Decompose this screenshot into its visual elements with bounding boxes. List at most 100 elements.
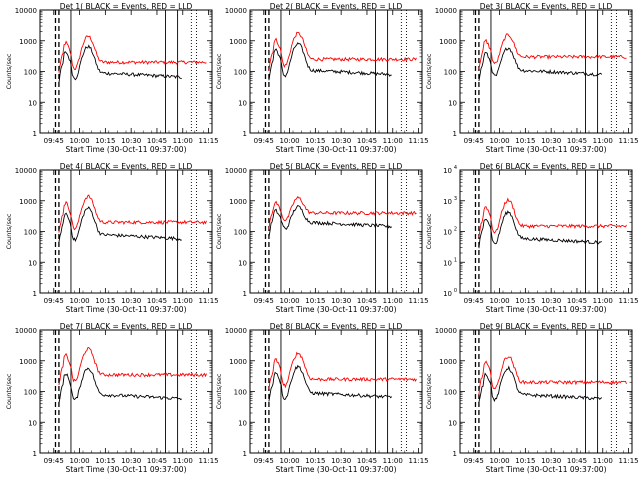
panel-title: Det 8( BLACK = Events, RED = LLD xyxy=(270,322,403,331)
panel-title: Det 6( BLACK = Events, RED = LLD xyxy=(480,162,613,171)
series-lld-line xyxy=(268,195,417,230)
series-events-line xyxy=(268,204,393,238)
y-axis-label: Counts/sec xyxy=(5,53,13,89)
y-axis-label: Counts/sec xyxy=(5,213,13,249)
plot-frame xyxy=(39,9,213,134)
x-tick-label: 10:45 xyxy=(567,457,587,465)
y-tick-label: 1 xyxy=(243,290,247,298)
y-tick-label: 10000 xyxy=(15,327,37,335)
y-tick-label: 10000 xyxy=(225,167,247,175)
plot-frame xyxy=(39,169,213,294)
y-tick-label: 10 xyxy=(448,419,457,427)
series-events-line xyxy=(268,42,392,81)
y-tick-label: 100 xyxy=(24,229,37,237)
x-tick-label: 10:15 xyxy=(95,297,115,305)
y-tick-label: 10000 xyxy=(15,167,37,175)
x-tick-label: 10:00 xyxy=(69,137,89,145)
series-lld-line xyxy=(58,194,207,233)
y-tick-label: 100 xyxy=(24,69,37,77)
x-tick-label: 11:15 xyxy=(618,457,638,465)
y-tick-label: 100 xyxy=(444,69,457,77)
y-axis-label: Counts/sec xyxy=(215,213,223,249)
x-axis-label: Start Time (30-Oct-11 09:37:00) xyxy=(275,305,396,314)
series-lld-line xyxy=(58,35,207,73)
y-tick-label: 1000 xyxy=(439,358,457,366)
x-tick-label: 10:45 xyxy=(567,297,587,305)
x-tick-label: 10:00 xyxy=(279,457,299,465)
panel-det-7: 1 10 100 1000 10000 09:45 10:00 10:15 10:30 10:45… xyxy=(5,322,219,474)
y-tick-label: 100 xyxy=(234,229,247,237)
x-tick-label: 10:45 xyxy=(357,137,377,145)
x-tick-label: 10:45 xyxy=(147,297,167,305)
y-tick-label: 1000 xyxy=(439,38,457,46)
plot-frame xyxy=(459,329,633,454)
y-axis-label: Counts/sec xyxy=(425,373,433,409)
x-tick-label: 11:15 xyxy=(198,457,218,465)
x-tick-label: 10:45 xyxy=(357,457,377,465)
x-tick-label: 10:30 xyxy=(121,137,141,145)
y-tick-label: 1000 xyxy=(229,358,247,366)
y-tick-label: 1 xyxy=(33,450,37,458)
panel-title: Det 9( BLACK = Events, RED = LLD xyxy=(480,322,613,331)
plot-frame xyxy=(459,169,633,294)
y-tick-label: 10 xyxy=(238,99,247,107)
y-tick-exponent: 3 xyxy=(454,196,457,202)
x-tick-label: 11:15 xyxy=(408,297,428,305)
panel-det-8: 1 10 100 1000 10000 09:45 10:00 10:15 10:30 10:45… xyxy=(215,322,429,474)
y-axis-label: Counts/sec xyxy=(425,53,433,89)
x-tick-label: 09:45 xyxy=(254,137,274,145)
y-tick-label: 10 xyxy=(443,290,452,298)
x-tick-label: 10:00 xyxy=(69,457,89,465)
panel-det-3: 1 10 100 1000 10000 09:45 10:00 10:15 10:30 10:45… xyxy=(425,2,639,154)
y-tick-exponent: 2 xyxy=(454,227,457,233)
x-tick-label: 09:45 xyxy=(44,137,64,145)
x-tick-label: 11:15 xyxy=(198,137,218,145)
panel-det-4: 1 10 100 1000 10000 09:45 10:00 10:15 10:30 10:45… xyxy=(5,162,219,314)
series-events-line xyxy=(268,364,393,402)
series-lld-line xyxy=(268,31,417,72)
y-tick-label: 10 xyxy=(28,419,37,427)
x-tick-label: 11:00 xyxy=(173,457,193,465)
x-tick-label: 10:30 xyxy=(541,457,561,465)
x-tick-label: 11:00 xyxy=(593,137,613,145)
series-lld-line xyxy=(478,33,627,70)
y-axis-label: Counts/sec xyxy=(5,373,13,409)
series-events-line xyxy=(58,367,182,404)
x-tick-label: 10:45 xyxy=(567,137,587,145)
y-tick-exponent: 0 xyxy=(454,288,457,294)
series-events-line xyxy=(58,206,182,243)
y-tick-label: 10000 xyxy=(435,327,457,335)
y-tick-label: 10 xyxy=(443,229,452,237)
x-tick-label: 11:00 xyxy=(593,297,613,305)
y-tick-label: 100 xyxy=(234,389,247,397)
x-tick-label: 09:45 xyxy=(254,457,274,465)
x-tick-label: 10:30 xyxy=(541,137,561,145)
y-tick-label: 1000 xyxy=(19,198,37,206)
y-tick-label: 1 xyxy=(453,130,457,138)
x-tick-label: 10:00 xyxy=(489,297,509,305)
x-tick-label: 09:45 xyxy=(464,137,484,145)
x-tick-label: 10:00 xyxy=(279,137,299,145)
y-tick-label: 10000 xyxy=(435,7,457,15)
y-tick-label: 10000 xyxy=(225,327,247,335)
x-tick-label: 10:15 xyxy=(515,137,535,145)
panel-det-2: 1 10 100 1000 10000 09:45 10:00 10:15 10:30 10:45… xyxy=(215,2,429,154)
panel-title: Det 3( BLACK = Events, RED = LLD xyxy=(480,2,613,11)
x-tick-label: 10:30 xyxy=(331,297,351,305)
x-tick-label: 10:30 xyxy=(541,297,561,305)
x-tick-label: 11:00 xyxy=(593,457,613,465)
y-tick-label: 1000 xyxy=(19,38,37,46)
y-tick-exponent: 1 xyxy=(454,257,457,263)
y-tick-label: 10 xyxy=(238,419,247,427)
x-axis-label: Start Time (30-Oct-11 09:37:00) xyxy=(65,305,186,314)
panel-title: Det 1( BLACK = Events, RED = LLD xyxy=(60,2,193,11)
plot-frame xyxy=(249,329,423,454)
y-tick-label: 10 xyxy=(443,259,452,267)
panel-title: Det 4( BLACK = Events, RED = LLD xyxy=(60,162,193,171)
y-tick-label: 1 xyxy=(243,450,247,458)
x-tick-label: 10:45 xyxy=(147,137,167,145)
x-tick-label: 11:00 xyxy=(173,137,193,145)
y-tick-label: 10 xyxy=(28,259,37,267)
x-tick-label: 10:00 xyxy=(279,297,299,305)
